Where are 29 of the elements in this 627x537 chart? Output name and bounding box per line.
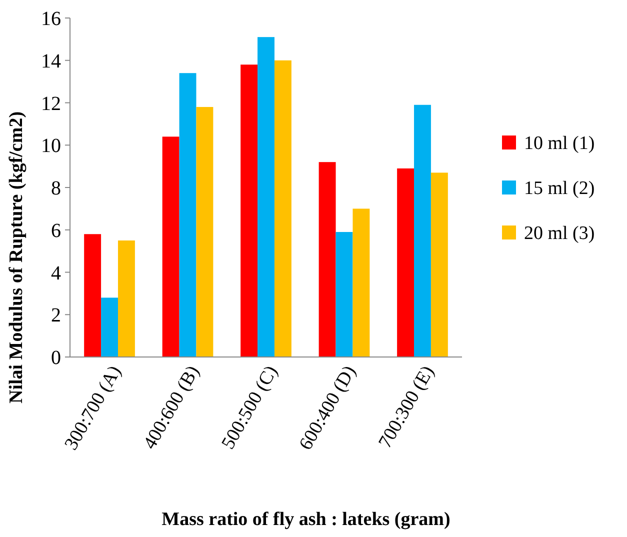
bar: [352, 208, 370, 357]
x-axis-title: Mass ratio of fly ash : lateks (gram): [162, 509, 450, 530]
y-tick-label: 12: [41, 92, 61, 115]
legend-label: 20 ml (3): [524, 223, 595, 244]
bar: [274, 60, 292, 357]
bar: [240, 64, 258, 357]
bar: [318, 162, 336, 357]
bar: [196, 106, 214, 357]
bar: [179, 73, 196, 357]
y-axis-title: Nilai Modulus of Rupture (kgf/cm2): [6, 111, 27, 404]
bar: [118, 240, 135, 357]
y-tick-label: 16: [41, 8, 61, 30]
bar: [336, 232, 353, 357]
y-tick-label: 14: [41, 50, 61, 72]
y-tick-label: 0: [51, 347, 61, 369]
bar: [397, 168, 414, 357]
y-tick-label: 8: [51, 178, 61, 200]
bar: [84, 234, 102, 357]
y-tick-label: 2: [51, 304, 61, 327]
bar: [430, 172, 448, 357]
legend-label: 15 ml (2): [524, 178, 595, 200]
legend-label: 10 ml (1): [524, 133, 595, 154]
bar: [162, 136, 180, 357]
bar: [414, 104, 431, 357]
bar: [101, 298, 118, 357]
y-tick-label: 10: [41, 135, 61, 158]
bar: [258, 37, 274, 357]
y-tick-label: 6: [51, 220, 61, 242]
y-tick-label: 4: [51, 262, 61, 284]
